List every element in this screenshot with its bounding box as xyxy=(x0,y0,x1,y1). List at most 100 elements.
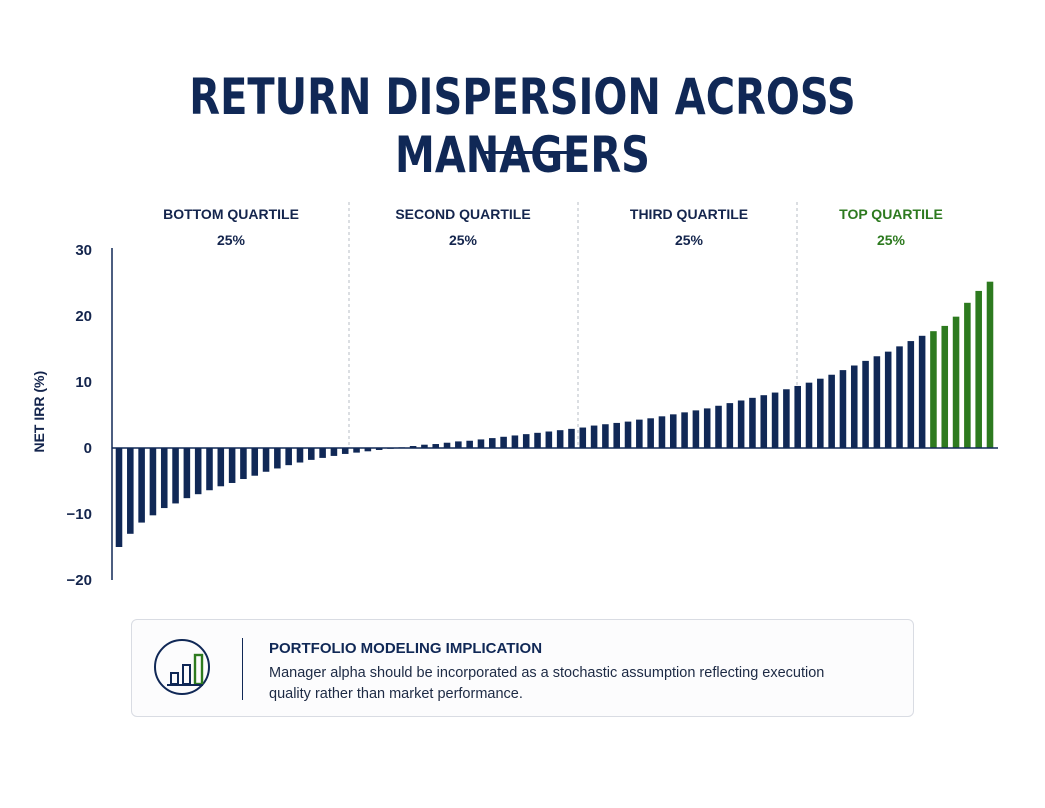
title-underline xyxy=(482,151,568,154)
chart-title: RETURN DISPERSION ACROSS MANAGERS xyxy=(189,68,856,184)
bar xyxy=(206,448,213,491)
bar xyxy=(341,448,349,454)
bar xyxy=(590,425,598,448)
bar xyxy=(817,378,824,448)
quartile-label: BOTTOM QUARTILE xyxy=(163,206,299,222)
bar xyxy=(884,351,892,448)
bar xyxy=(568,428,575,448)
bar xyxy=(285,448,292,466)
quartile-share: 25% xyxy=(449,232,478,248)
bar xyxy=(636,419,643,448)
bar xyxy=(534,432,541,448)
bar xyxy=(308,448,315,460)
bar xyxy=(918,335,926,448)
bar xyxy=(805,382,813,448)
bar xyxy=(658,416,666,448)
bar xyxy=(941,325,949,448)
y-tick-label: −10 xyxy=(67,506,92,523)
bar xyxy=(850,365,858,448)
bar xyxy=(692,410,700,448)
bar xyxy=(228,448,236,483)
bar xyxy=(183,448,191,499)
bar xyxy=(240,448,247,480)
callout-text: Manager alpha should be incorporated as … xyxy=(269,665,825,702)
bar xyxy=(975,290,982,448)
bar xyxy=(443,442,451,448)
quartile-label: SECOND QUARTILE xyxy=(395,206,530,222)
bar xyxy=(115,448,123,547)
bar xyxy=(262,448,270,472)
quartile-label: THIRD QUARTILE xyxy=(630,206,748,222)
bar xyxy=(489,438,496,448)
implication-callout: PORTFOLIO MODELING IMPLICATION Manager a… xyxy=(131,619,914,717)
bar xyxy=(952,316,960,448)
quartile-labels: BOTTOM QUARTILE 25% SECOND QUARTILE 25% THIR… xyxy=(163,206,943,248)
bar xyxy=(896,346,903,448)
bar xyxy=(172,448,179,504)
bar xyxy=(771,392,779,448)
bar xyxy=(760,395,768,448)
bar xyxy=(873,356,881,448)
bar xyxy=(274,448,281,469)
bar xyxy=(409,446,417,448)
quartile-dividers xyxy=(348,202,798,446)
bar xyxy=(127,448,134,534)
quartile-share: 25% xyxy=(675,232,704,248)
axis-lines xyxy=(111,248,998,580)
bar xyxy=(511,435,519,448)
y-axis: 30 20 10 0 −10 −20 NET IRR (%) xyxy=(31,242,92,589)
bar xyxy=(669,414,677,448)
bar xyxy=(319,448,326,458)
bar xyxy=(556,430,564,448)
bar xyxy=(907,341,915,448)
bar xyxy=(794,385,801,448)
return-dispersion-chart: BOTTOM QUARTILE 25% SECOND QUARTILE 25% THIR… xyxy=(31,202,998,589)
bar xyxy=(466,440,473,448)
y-tick-label: 30 xyxy=(75,242,92,259)
bar xyxy=(726,403,734,448)
bar xyxy=(964,302,971,448)
bar xyxy=(703,408,711,448)
quartile-label: TOP QUARTILE xyxy=(839,206,943,222)
callout-title: PORTFOLIO MODELING IMPLICATION xyxy=(269,640,543,657)
bar xyxy=(194,448,202,495)
bar xyxy=(477,439,485,448)
bar xyxy=(839,370,847,448)
bars xyxy=(115,281,994,547)
y-tick-label: 10 xyxy=(75,374,92,391)
bar xyxy=(455,441,462,448)
bar xyxy=(613,422,620,448)
bar xyxy=(421,444,428,448)
bar xyxy=(715,405,722,448)
quartile-share: 25% xyxy=(877,232,906,248)
bar xyxy=(930,331,937,448)
bar xyxy=(353,448,360,453)
bar xyxy=(681,412,688,448)
bar xyxy=(296,448,304,463)
bar xyxy=(828,374,835,448)
bar xyxy=(602,424,609,448)
y-tick-label: 0 xyxy=(84,440,92,457)
bar xyxy=(500,436,507,448)
y-tick-label: 20 xyxy=(75,308,92,325)
bar xyxy=(624,421,632,448)
bar xyxy=(375,448,383,450)
bar xyxy=(862,360,869,448)
bar xyxy=(737,400,745,448)
bar xyxy=(217,448,225,487)
bar xyxy=(545,431,553,448)
bar xyxy=(364,448,372,452)
bar xyxy=(579,427,587,448)
y-axis-label: NET IRR (%) xyxy=(31,371,47,453)
callout-divider xyxy=(242,638,243,700)
bar xyxy=(251,448,259,476)
bar-chart-icon xyxy=(154,639,210,695)
bar xyxy=(783,389,790,448)
bar xyxy=(160,448,168,509)
bar xyxy=(330,448,338,456)
bar xyxy=(647,418,654,448)
bar xyxy=(432,444,440,448)
bar xyxy=(749,397,756,448)
bar xyxy=(149,448,157,516)
y-tick-label: −20 xyxy=(67,572,92,589)
